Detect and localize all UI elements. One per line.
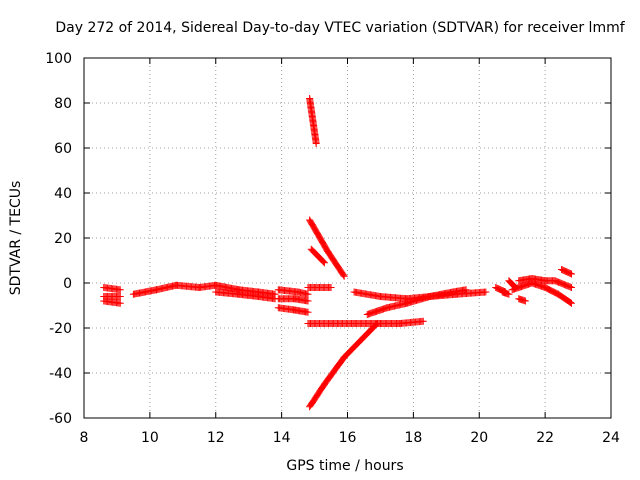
y-tick-label: -60 (49, 411, 72, 427)
data-point (419, 317, 427, 325)
data-point (319, 257, 327, 265)
x-tick-label: 8 (80, 430, 89, 446)
axis-ticks: 8 10 12 14 16 18 20 22 24 -60 -40 -20 0 20 40 60 80 100 (45, 51, 620, 446)
x-tick-label: 16 (339, 430, 357, 446)
x-axis-label: GPS time / hours (286, 458, 403, 474)
data-point (567, 270, 575, 278)
data-point (116, 286, 124, 294)
x-tick-label: 18 (404, 430, 422, 446)
data-point (116, 293, 124, 300)
x-tick-label: 20 (470, 430, 488, 446)
y-tick-label: 80 (54, 96, 72, 112)
data-point (371, 321, 379, 329)
x-tick-label: 24 (602, 430, 620, 446)
data-point (304, 297, 312, 305)
x-tick-label: 22 (536, 430, 554, 446)
grid-lines (84, 58, 611, 418)
data-point (373, 320, 381, 327)
x-tick-label: 10 (141, 430, 159, 446)
data-point (116, 299, 124, 307)
data-point (320, 258, 328, 266)
y-tick-label: 60 (54, 141, 72, 157)
data-points (100, 95, 575, 411)
data-point (482, 288, 490, 296)
data-point (304, 308, 312, 316)
y-tick-label: 20 (54, 231, 72, 247)
y-tick-label: 40 (54, 186, 72, 202)
y-tick-label: 100 (45, 51, 72, 67)
y-axis-label: SDTVAR / TECUs (8, 181, 24, 296)
y-tick-label: 0 (63, 276, 72, 292)
x-tick-label: 14 (273, 430, 291, 446)
y-tick-label: -20 (49, 321, 72, 337)
y-tick-label: -40 (49, 366, 72, 382)
x-tick-label: 12 (207, 430, 225, 446)
data-point (566, 299, 574, 307)
data-point (372, 320, 380, 328)
data-point (567, 299, 575, 307)
data-point (320, 259, 328, 267)
data-point (521, 297, 529, 305)
data-point (340, 272, 348, 280)
data-point (567, 284, 575, 291)
chart-title: Day 272 of 2014, Sidereal Day-to-day VTE… (55, 20, 625, 36)
data-point (339, 271, 347, 279)
data-point (327, 284, 335, 291)
data-point (312, 140, 320, 147)
data-point (304, 290, 312, 298)
data-point (505, 290, 513, 298)
